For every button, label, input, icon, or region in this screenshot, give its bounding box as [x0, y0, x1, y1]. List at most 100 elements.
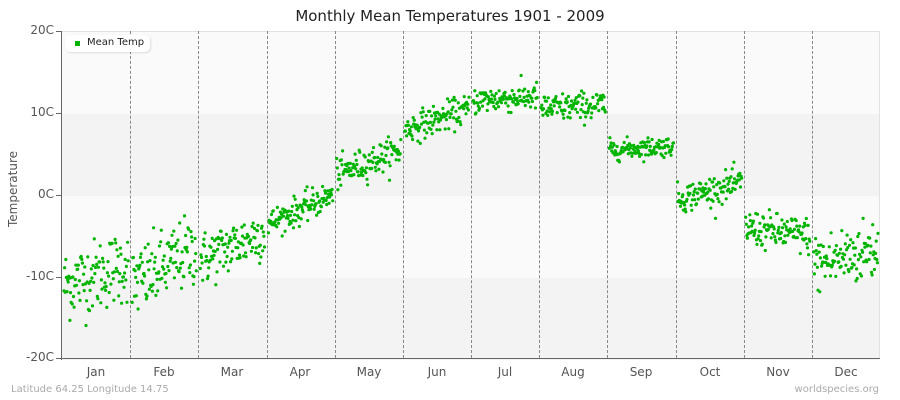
data-point	[472, 99, 476, 103]
data-point	[310, 186, 315, 190]
data-point	[561, 92, 565, 96]
data-point	[447, 100, 451, 104]
data-point	[204, 254, 208, 259]
chart-title: Monthly Mean Temperatures 1901 - 2009	[295, 7, 605, 25]
data-point	[312, 207, 316, 211]
data-point	[211, 257, 215, 261]
data-point	[309, 207, 313, 211]
data-point	[383, 145, 387, 149]
data-point	[126, 259, 130, 263]
data-point	[190, 235, 194, 239]
data-point	[118, 246, 122, 250]
data-point	[93, 272, 97, 276]
data-point	[199, 253, 203, 257]
data-point	[703, 187, 708, 191]
data-point	[578, 94, 582, 98]
data-point	[612, 143, 616, 147]
data-point	[252, 226, 256, 230]
data-point	[637, 151, 641, 155]
data-point	[750, 229, 754, 233]
data-point	[716, 197, 720, 201]
data-point	[385, 140, 389, 144]
data-point	[817, 243, 821, 247]
data-point	[114, 266, 118, 270]
data-point	[112, 298, 116, 302]
data-point	[559, 101, 563, 105]
data-point	[776, 228, 780, 232]
data-point	[503, 90, 507, 94]
data-point	[120, 279, 124, 283]
data-point	[582, 123, 587, 127]
data-point	[840, 229, 844, 233]
data-point	[451, 105, 455, 109]
data-point	[475, 94, 479, 98]
data-point	[107, 274, 111, 278]
data-point	[326, 192, 331, 196]
data-point	[92, 237, 96, 241]
data-point	[134, 294, 138, 298]
data-point	[304, 203, 308, 207]
data-point	[783, 234, 787, 238]
data-point	[143, 246, 147, 250]
data-point	[544, 99, 549, 103]
data-point	[210, 254, 214, 258]
data-point	[568, 116, 572, 120]
data-point	[356, 170, 360, 174]
data-point	[418, 141, 422, 145]
data-point	[523, 103, 527, 108]
data-point	[169, 256, 173, 260]
data-point	[150, 252, 154, 256]
data-point	[473, 89, 477, 93]
data-point	[437, 112, 441, 116]
data-point	[731, 181, 735, 185]
data-point	[489, 89, 493, 93]
data-point	[224, 232, 229, 236]
data-point	[415, 123, 419, 127]
data-point	[255, 229, 259, 233]
data-point	[420, 115, 424, 119]
data-point	[795, 224, 799, 228]
data-point	[84, 323, 88, 328]
data-point	[373, 155, 377, 160]
data-point	[397, 158, 401, 162]
data-point	[339, 183, 343, 187]
data-point	[578, 115, 583, 120]
data-point	[339, 158, 343, 162]
data-point	[859, 255, 863, 259]
data-point	[159, 240, 163, 244]
y-tick	[56, 195, 61, 196]
data-point	[774, 240, 778, 244]
month-divider	[335, 31, 336, 358]
month-divider	[744, 31, 745, 358]
data-point	[370, 166, 374, 171]
data-point	[152, 267, 156, 271]
data-point	[83, 265, 87, 269]
data-point	[569, 99, 574, 103]
data-point	[419, 122, 424, 126]
data-point	[177, 270, 181, 274]
data-point	[602, 95, 606, 99]
data-point	[316, 194, 320, 199]
data-point	[853, 246, 858, 250]
data-point	[190, 239, 194, 244]
data-point	[488, 100, 492, 104]
data-point	[875, 261, 880, 265]
data-point	[86, 255, 90, 259]
data-point	[82, 289, 86, 293]
data-point	[492, 94, 496, 98]
data-point	[291, 226, 296, 230]
data-point	[861, 250, 865, 254]
data-point	[769, 216, 773, 220]
data-point	[363, 155, 367, 159]
data-point	[760, 242, 764, 246]
data-point	[360, 166, 364, 170]
data-point	[805, 242, 809, 246]
data-point	[112, 270, 117, 274]
data-point	[200, 261, 204, 265]
x-axis-line	[61, 358, 880, 359]
data-point	[223, 242, 227, 246]
data-point	[691, 193, 696, 197]
data-point	[286, 216, 290, 220]
data-point	[715, 183, 719, 187]
data-point	[193, 236, 197, 241]
